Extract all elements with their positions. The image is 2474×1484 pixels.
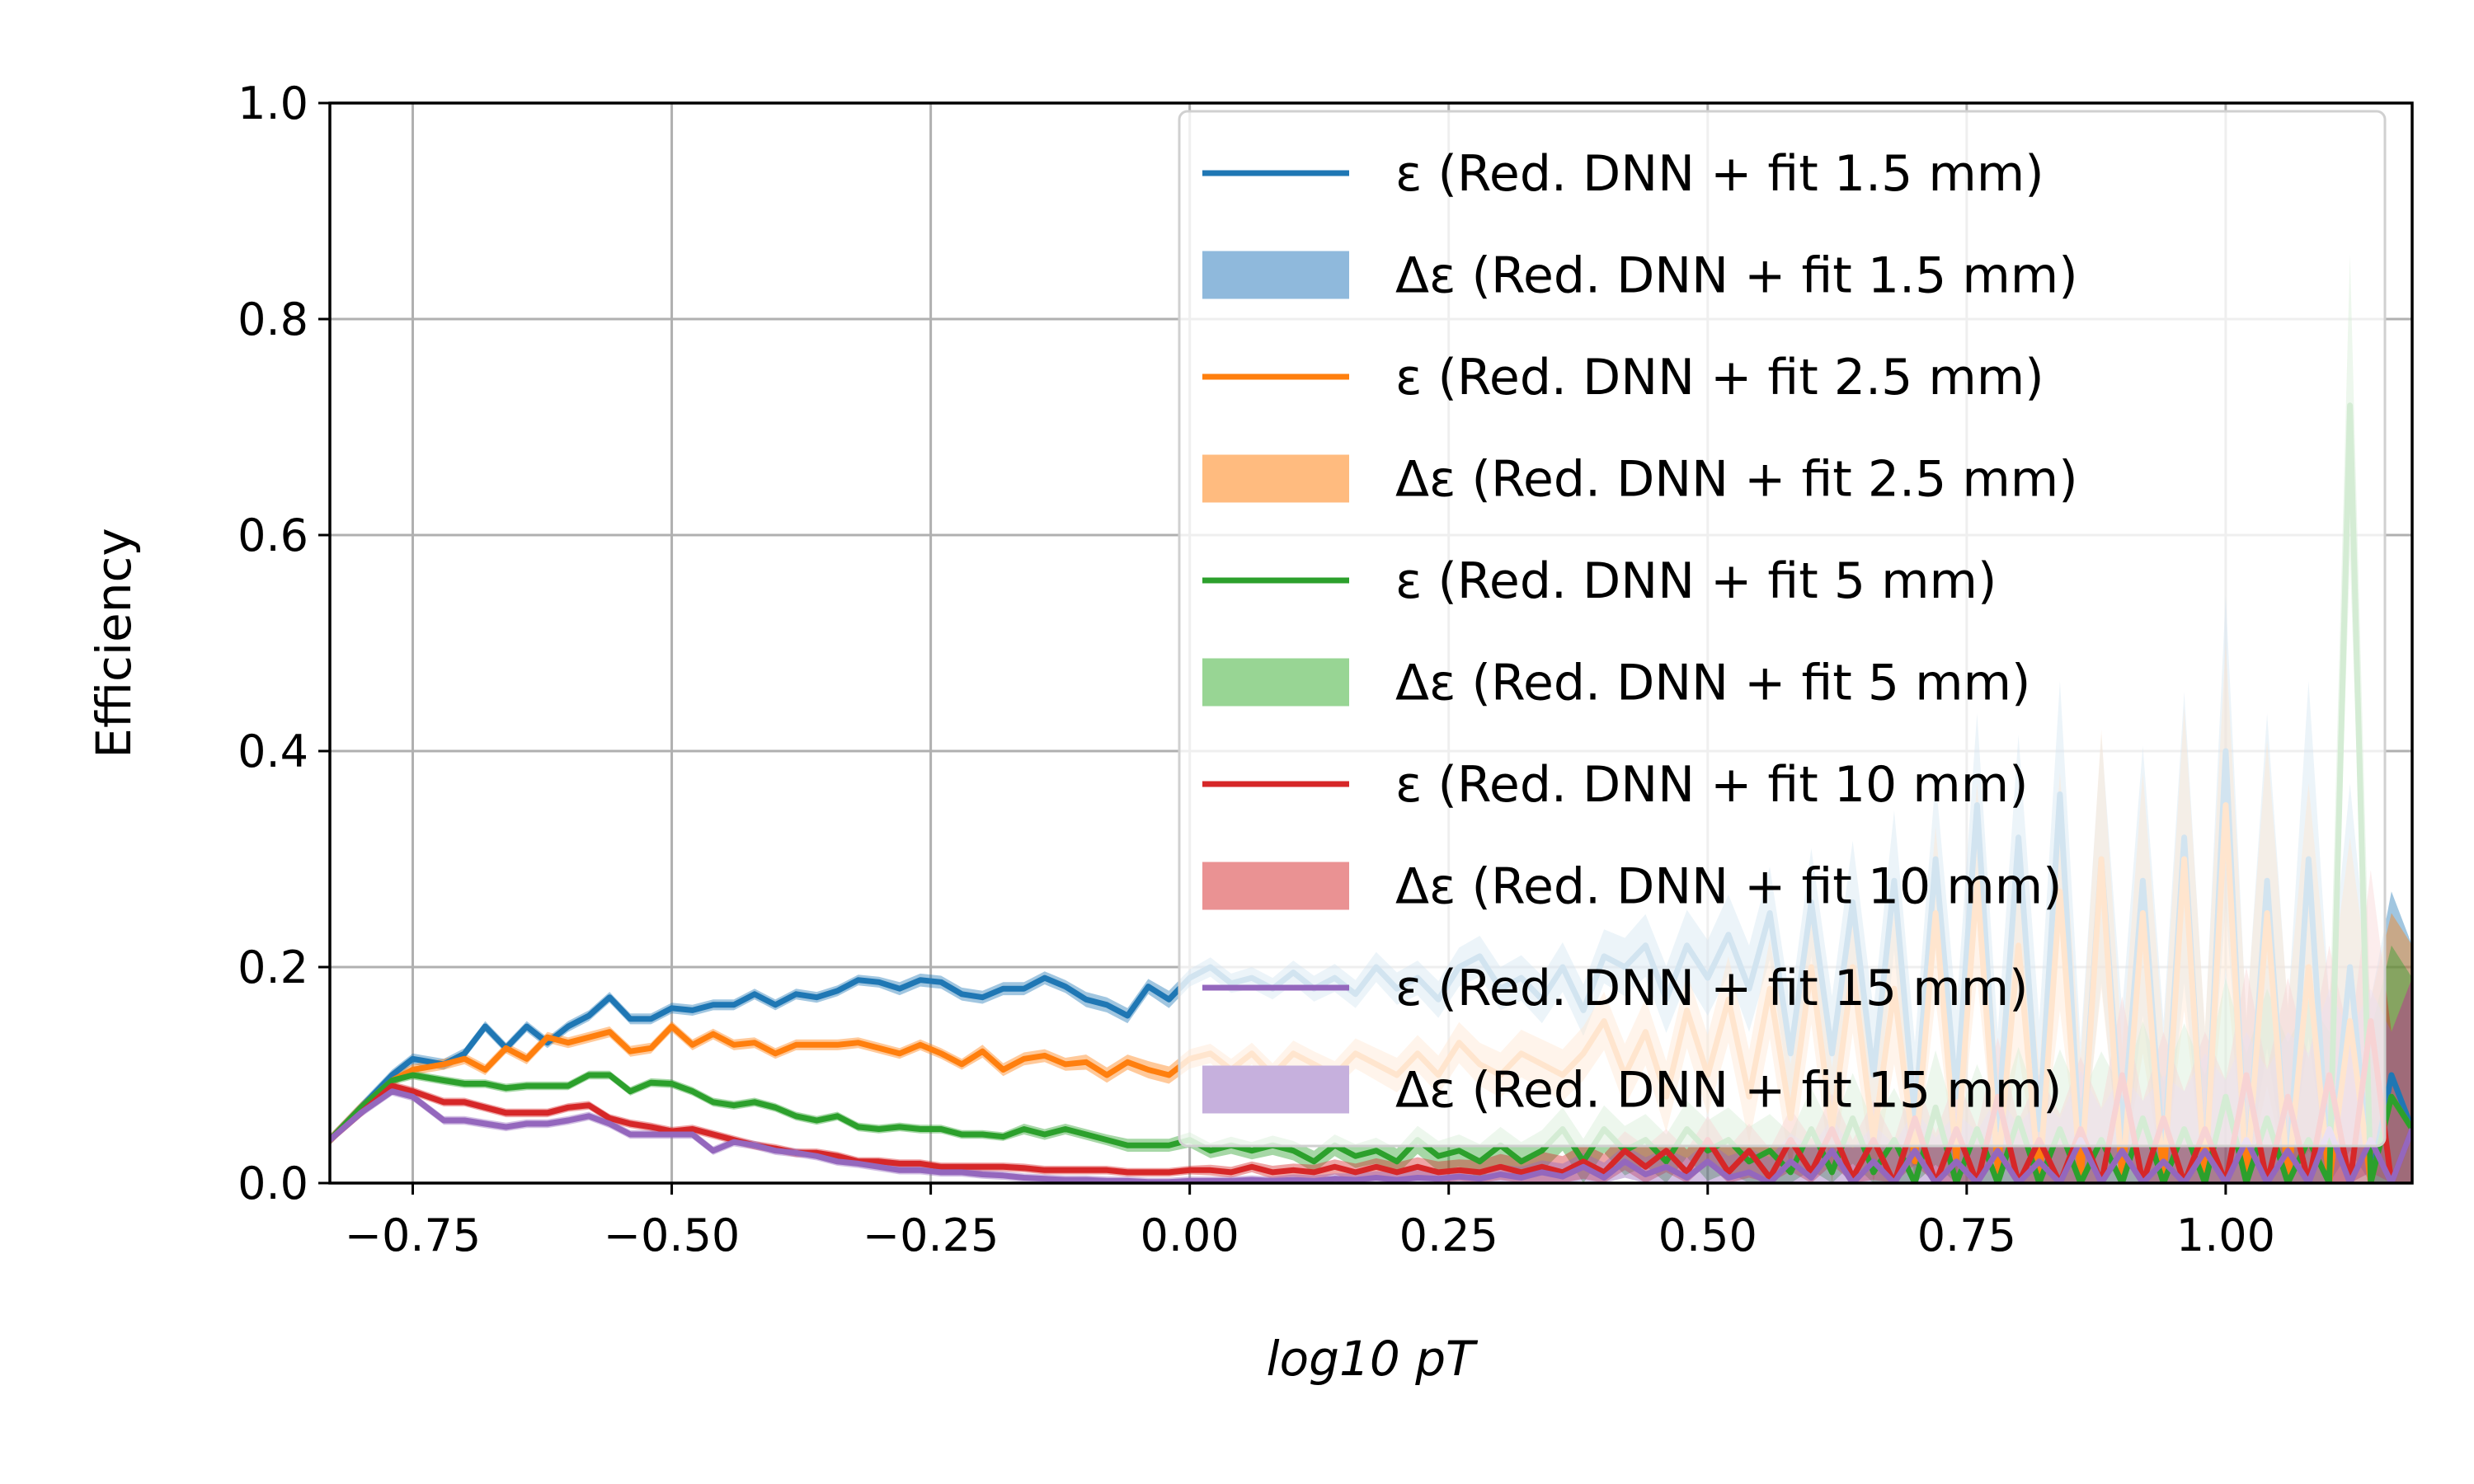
legend-label: Δε (Red. DNN + fit 1.5 mm)	[1395, 247, 2078, 305]
legend-band-swatch	[1202, 251, 1349, 299]
legend-label: Δε (Red. DNN + fit 15 mm)	[1395, 1062, 2062, 1120]
y-tick-label: 1.0	[238, 77, 308, 129]
legend-band-swatch	[1202, 1065, 1349, 1114]
legend-label: Δε (Red. DNN + fit 5 mm)	[1395, 655, 2030, 712]
legend-label: ε (Red. DNN + fit 5 mm)	[1395, 552, 1997, 610]
legend-label: ε (Red. DNN + fit 15 mm)	[1395, 960, 2029, 1017]
y-axis-ticks: 0.0 0.2 0.4 0.6 0.8 1.0	[238, 77, 330, 1209]
legend-label: ε (Red. DNN + fit 2.5 mm)	[1395, 349, 2044, 406]
y-axis-label: Efficiency	[86, 528, 142, 758]
legend-label: Δε (Red. DNN + fit 10 mm)	[1395, 858, 2062, 916]
plot-frame	[328, 101, 2414, 1185]
legend-band-swatch	[1202, 658, 1349, 707]
y-tick-label: 0.0	[238, 1158, 308, 1209]
legend: ε (Red. DNN + fit 1.5 mm) Δε (Red. DNN + …	[1178, 110, 2387, 1148]
legend-label: ε (Red. DNN + fit 1.5 mm)	[1395, 145, 2044, 203]
y-tick-label: 0.4	[238, 726, 308, 777]
legend-box	[1178, 110, 2387, 1148]
efficiency-line-5	[330, 1088, 2412, 1183]
legend-band-swatch	[1202, 862, 1349, 910]
y-tick-label: 0.2	[238, 942, 308, 993]
x-tick-label: −0.50	[604, 1209, 740, 1261]
x-axis-ticks: −0.75 −0.50 −0.25 0.00 0.25 0.50 0.75 1.00	[345, 1183, 2275, 1261]
x-tick-label: 0.50	[1658, 1209, 1757, 1261]
x-tick-label: −0.25	[863, 1209, 999, 1261]
x-tick-label: 1.00	[2176, 1209, 2275, 1261]
legend-label: Δε (Red. DNN + fit 2.5 mm)	[1395, 451, 2078, 509]
x-tick-label: −0.75	[345, 1209, 481, 1261]
x-axis-label: log10 pT	[1267, 1331, 1479, 1387]
y-tick-label: 0.6	[238, 510, 308, 561]
x-tick-label: 0.75	[1917, 1209, 2016, 1261]
x-tick-label: 0.00	[1141, 1209, 1239, 1261]
y-tick-label: 0.8	[238, 294, 308, 345]
legend-band-swatch	[1202, 454, 1349, 503]
legend-label: ε (Red. DNN + fit 10 mm)	[1395, 756, 2029, 814]
x-tick-label: 0.25	[1399, 1209, 1498, 1261]
